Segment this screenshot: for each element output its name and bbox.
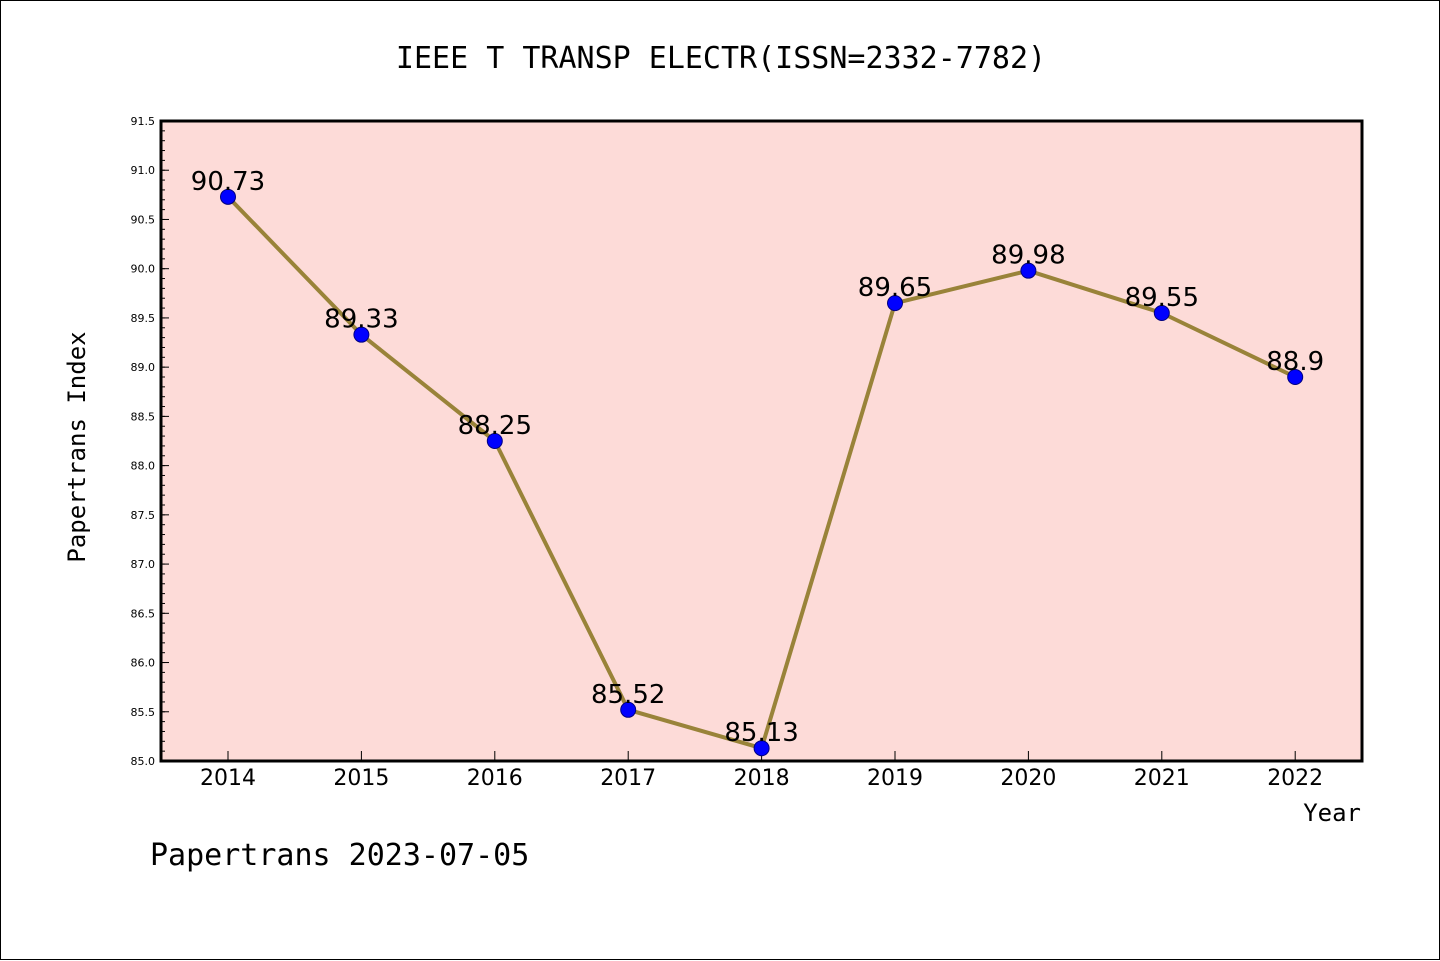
y-tick-label: 90.0: [131, 263, 156, 276]
y-tick-label: 89.5: [131, 312, 156, 325]
data-label: 89.98: [991, 241, 1065, 271]
data-label: 85.52: [591, 680, 665, 710]
y-tick-label: 91.0: [131, 164, 156, 177]
y-tick-label: 88.5: [131, 410, 156, 423]
y-tick-label: 89.0: [131, 361, 156, 374]
y-tick-label: 88.0: [131, 460, 156, 473]
y-axis: 85.0 85.5 86.0 86.5 87.0 87.5 88.0 88.5 89.0 89.5…: [131, 115, 169, 768]
y-tick-label: 86.5: [131, 607, 156, 620]
x-axis-label: Year: [1303, 799, 1361, 827]
x-tick-label: 2014: [200, 766, 256, 791]
data-point: [620, 701, 637, 718]
y-tick-label: 87.0: [131, 558, 156, 571]
x-tick-label: 2016: [467, 766, 523, 791]
x-tick-label: 2021: [1134, 766, 1190, 791]
x-axis: 2014 2015 2016 2017 2018 2019 2020 2021 2022: [200, 751, 1323, 791]
plot-border: [159, 119, 1364, 763]
x-tick-label: 2022: [1267, 766, 1323, 791]
y-tick-label: 86.0: [131, 657, 156, 670]
plot-area: [161, 121, 1362, 761]
data-point: [753, 740, 770, 757]
data-point: [887, 295, 903, 312]
series-markers: [220, 188, 1304, 757]
y-tick-label: 87.5: [131, 509, 156, 522]
x-tick-label: 2018: [734, 766, 790, 791]
y-tick-label: 85.0: [131, 755, 156, 768]
data-label: 88.25: [458, 411, 532, 441]
data-label: 89.55: [1125, 283, 1199, 313]
data-label: 90.73: [191, 167, 265, 197]
y-axis-label: Papertrans Index: [63, 331, 91, 562]
y-tick-label: 90.5: [131, 213, 156, 226]
data-label: 89.33: [324, 305, 398, 335]
footer-stamp: Papertrans 2023-07-05: [150, 838, 529, 873]
data-point: [1020, 262, 1037, 279]
data-label: 89.65: [858, 273, 932, 303]
data-label: 85.13: [724, 718, 798, 748]
chart-title: IEEE T TRANSP ELECTR(ISSN=2332-7782): [396, 41, 1046, 76]
x-tick-label: 2020: [1000, 766, 1056, 791]
x-tick-label: 2019: [867, 766, 923, 791]
data-point: [486, 433, 503, 449]
data-labels: 90.73 89.33 88.25 85.52 85.13 89.65 89.98 89.55…: [191, 167, 1324, 748]
data-point: [1287, 369, 1304, 385]
y-tick-label: 85.5: [131, 706, 156, 719]
data-label: 88.9: [1266, 347, 1324, 377]
data-point: [220, 188, 236, 205]
x-tick-label: 2015: [333, 766, 389, 791]
data-point: [353, 326, 370, 343]
data-point: [1153, 305, 1170, 321]
x-tick-label: 2017: [600, 766, 656, 791]
y-tick-label: 91.5: [131, 115, 156, 128]
